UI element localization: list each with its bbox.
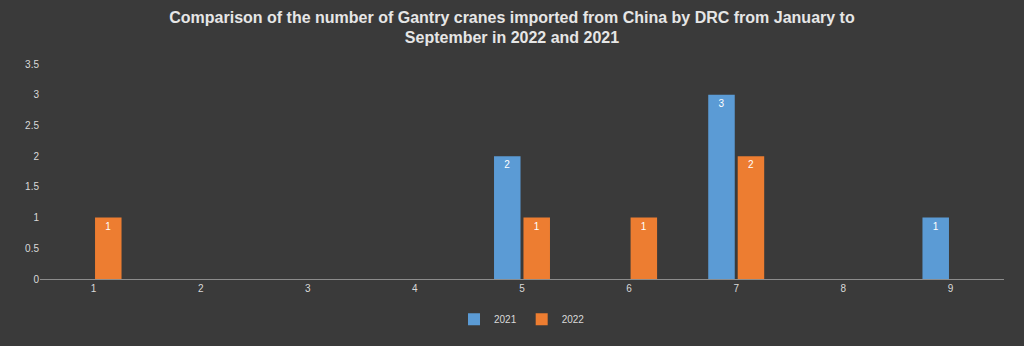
svg-text:9: 9 [948, 283, 954, 294]
svg-text:3.5: 3.5 [25, 59, 39, 70]
svg-text:1: 1 [33, 212, 39, 223]
svg-text:Comparison of the number of Ga: Comparison of the number of Gantry crane… [169, 9, 855, 47]
svg-text:3: 3 [33, 89, 39, 100]
svg-text:5: 5 [519, 283, 525, 294]
svg-text:2021: 2021 [494, 314, 517, 325]
svg-text:1: 1 [534, 221, 540, 232]
svg-text:3: 3 [305, 283, 311, 294]
svg-text:3: 3 [718, 98, 724, 109]
svg-text:0.5: 0.5 [25, 243, 39, 254]
svg-text:6: 6 [626, 283, 632, 294]
svg-text:2: 2 [198, 283, 204, 294]
svg-text:1: 1 [105, 221, 111, 232]
svg-text:1: 1 [933, 221, 939, 232]
svg-text:1.5: 1.5 [25, 181, 39, 192]
svg-text:2: 2 [504, 159, 510, 170]
svg-text:2: 2 [748, 159, 754, 170]
svg-text:2022: 2022 [562, 314, 585, 325]
svg-text:0: 0 [33, 274, 39, 285]
svg-text:7: 7 [733, 283, 739, 294]
svg-text:8: 8 [841, 283, 847, 294]
svg-text:1: 1 [641, 221, 647, 232]
svg-text:2: 2 [33, 151, 39, 162]
svg-text:4: 4 [412, 283, 418, 294]
svg-text:2.5: 2.5 [25, 120, 39, 131]
svg-text:1: 1 [91, 283, 97, 294]
